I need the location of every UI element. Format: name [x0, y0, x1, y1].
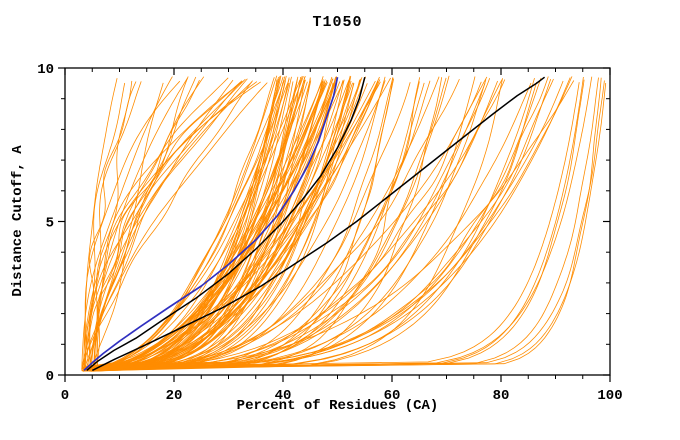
ensemble-curve: [82, 80, 336, 371]
ensemble-curve: [96, 77, 571, 370]
ensemble-curve: [89, 80, 133, 368]
x-tick-label: 0: [61, 388, 69, 404]
ensemble-curve: [86, 82, 164, 369]
ensemble-curve: [96, 76, 386, 369]
x-tick-label: 20: [166, 388, 183, 404]
ensemble-curve: [81, 80, 253, 369]
ensemble-curve: [93, 81, 325, 368]
highlight-model-1-curve: [86, 77, 366, 371]
ensemble-curve: [96, 76, 593, 369]
ensemble-curve: [89, 76, 476, 371]
ensemble-curve: [83, 79, 487, 369]
ensemble-curve: [91, 80, 352, 371]
ensemble-curve: [92, 77, 290, 371]
ensemble-curve: [97, 80, 575, 368]
ensemble-curve: [90, 82, 328, 369]
ensemble-curve: [84, 78, 246, 368]
y-tick-label: 0: [46, 369, 54, 385]
ensemble-curve: [83, 81, 294, 369]
ensemble-curve: [93, 83, 486, 372]
ensemble-curve: [96, 79, 350, 370]
ensemble-curve: [85, 78, 350, 368]
ensemble-curve: [93, 76, 338, 372]
ensemble-curve: [88, 81, 142, 370]
ensemble-curve: [90, 80, 605, 369]
ensemble-curve: [89, 77, 391, 370]
ensemble-curve: [83, 78, 118, 370]
ensemble-curve: [97, 77, 443, 372]
y-tick-label: 5: [46, 216, 54, 232]
x-tick-label: 100: [597, 388, 622, 404]
ensemble-curve: [89, 78, 362, 370]
ensemble-curve: [81, 79, 200, 370]
ensemble-curve: [84, 80, 286, 371]
ensemble-curve: [96, 82, 532, 370]
ensemble-curve: [94, 77, 447, 368]
x-tick-label: 60: [384, 388, 401, 404]
ensemble-curve: [84, 78, 395, 371]
ensemble-curve: [82, 81, 337, 368]
special-model-blue-curve: [83, 77, 339, 372]
ensemble-curve: [92, 77, 599, 369]
ensemble-curve: [92, 77, 306, 371]
ensemble-curve: [94, 76, 352, 368]
ensemble-curve: [84, 81, 420, 371]
ensemble-curve: [84, 82, 355, 372]
chart-title: T1050: [312, 14, 363, 31]
x-tick-label: 80: [493, 388, 510, 404]
ensemble-curve: [93, 78, 248, 369]
ensemble-curve: [88, 82, 290, 368]
ensemble-curve: [87, 76, 440, 370]
ensemble-curve: [89, 79, 585, 369]
ensemble-curve: [91, 83, 277, 372]
y-tick-label: 10: [37, 62, 54, 78]
ensemble-curve: [83, 77, 602, 370]
ensemble-curve: [83, 76, 299, 371]
ensemble-curve: [93, 80, 498, 368]
ensemble-curve: [82, 75, 278, 370]
ensemble-curve: [92, 77, 311, 372]
ensemble-curve: [86, 80, 564, 368]
x-tick-label: 40: [275, 388, 292, 404]
ensemble-curve: [90, 77, 394, 372]
ensemble-curve: [93, 80, 431, 372]
ensemble-curve: [87, 79, 306, 372]
ensemble-curve: [82, 78, 552, 371]
ensemble-curve: [86, 81, 137, 371]
ensemble-curve: [91, 76, 189, 371]
ensemble-curve: [85, 82, 126, 369]
ensemble-curve: [90, 77, 542, 368]
ensemble-curve: [82, 81, 482, 371]
ensemble-curve: [94, 80, 243, 368]
highlight-model-2-curve: [91, 76, 546, 372]
ensemble-curve: [85, 79, 326, 372]
ensemble-curve: [84, 78, 554, 371]
ensemble-curve: [91, 81, 298, 368]
ensemble-curve: [91, 81, 323, 370]
ensemble-curve: [91, 75, 450, 371]
ensemble-curve: [93, 76, 584, 369]
ensemble-curve: [93, 83, 355, 368]
ensemble-curves: [81, 75, 607, 372]
ensemble-curve: [86, 81, 379, 370]
ensemble-curve: [91, 81, 253, 368]
ensemble-curve: [89, 76, 549, 370]
ensemble-curve: [83, 81, 258, 369]
ensemble-curve: [81, 82, 580, 368]
ensemble-curve: [92, 76, 284, 370]
ensemble-curve: [96, 82, 607, 370]
ensemble-curve: [83, 76, 286, 368]
ensemble-curve: [97, 78, 311, 368]
ensemble-curve: [96, 80, 386, 372]
x-axis-label: Percent of Residues (CA): [236, 398, 439, 414]
ensemble-curve: [87, 79, 301, 369]
